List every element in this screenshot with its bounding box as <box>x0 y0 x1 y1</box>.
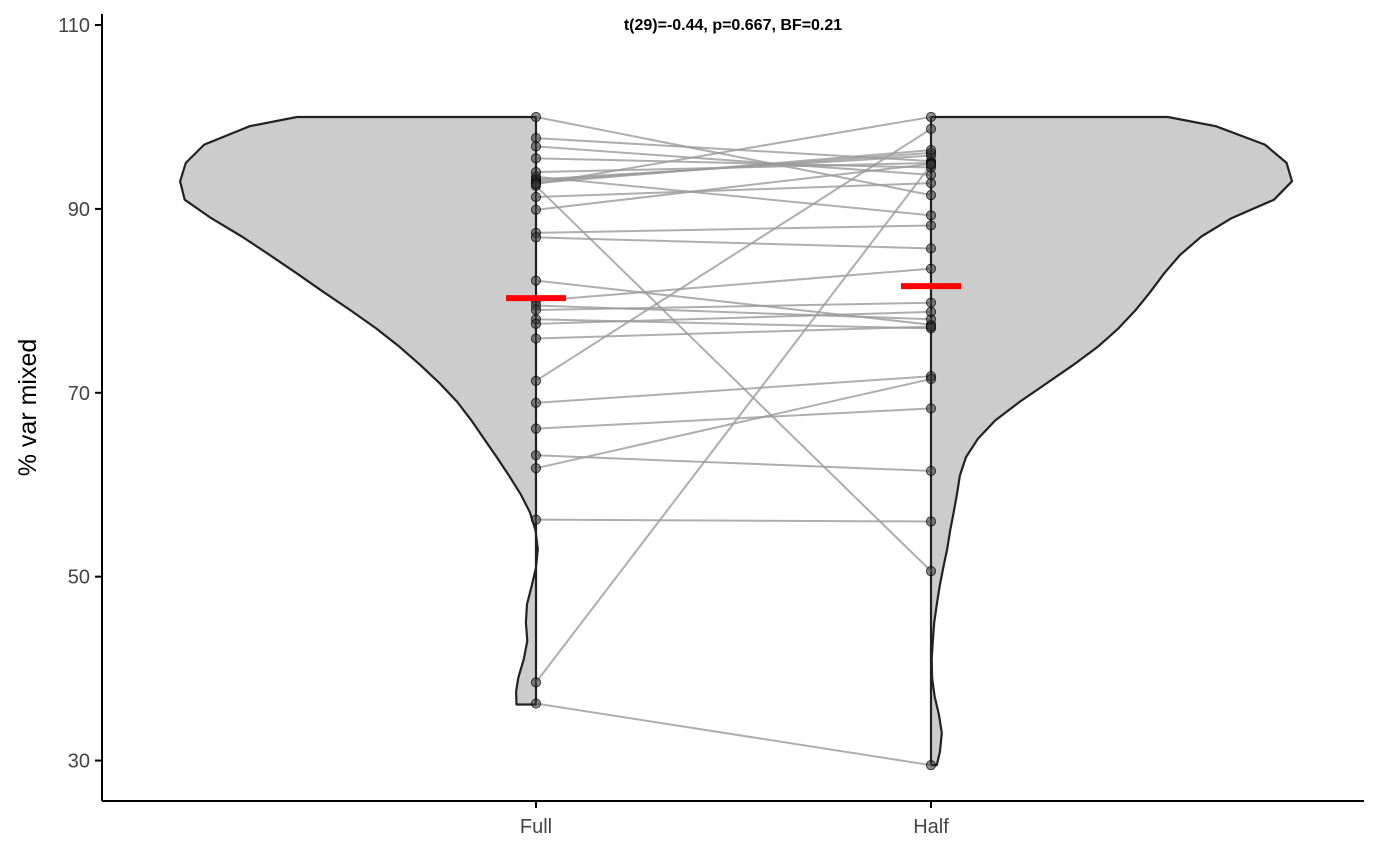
paired-line-11 <box>536 183 931 197</box>
paired-line-29 <box>536 704 931 766</box>
point-full-15 <box>531 276 540 285</box>
point-full-20 <box>531 319 540 328</box>
point-half-6 <box>926 211 935 220</box>
point-half-28 <box>926 160 935 169</box>
means-layer <box>506 286 961 298</box>
point-full-29 <box>531 699 540 708</box>
point-half-24 <box>926 404 935 413</box>
y-axis-title: % var mixed <box>14 339 42 477</box>
y-tick-label-90: 90 <box>68 199 90 221</box>
x-tick-label-full: Full <box>520 816 552 838</box>
y-tick-label-110: 110 <box>58 15 90 37</box>
point-half-18 <box>926 298 935 307</box>
point-full-1 <box>531 112 540 121</box>
point-full-11 <box>531 192 540 201</box>
paired-line-23 <box>536 376 931 403</box>
violin-half <box>931 117 1292 765</box>
point-full-14 <box>531 233 540 242</box>
point-full-25 <box>531 451 540 460</box>
point-half-9 <box>926 145 935 154</box>
point-full-3 <box>531 142 540 151</box>
chart-title: t(29)=-0.44, p=0.667, BF=0.21 <box>624 17 842 34</box>
y-tick-label-30: 30 <box>68 751 90 773</box>
point-half-22 <box>926 124 935 133</box>
paired-lines-layer <box>536 117 931 765</box>
point-full-21 <box>531 334 540 343</box>
point-half-10 <box>926 567 935 576</box>
point-full-24 <box>531 424 540 433</box>
point-half-1 <box>926 191 935 200</box>
point-full-26 <box>531 464 540 473</box>
y-tick-label-70: 70 <box>68 383 90 405</box>
point-full-28 <box>531 678 540 687</box>
point-half-13 <box>926 221 935 230</box>
paired-line-19 <box>536 319 931 328</box>
point-half-25 <box>926 466 935 475</box>
point-half-16 <box>926 264 935 273</box>
violin-layer <box>180 117 1292 765</box>
point-half-29 <box>926 761 935 770</box>
point-full-27 <box>531 515 540 524</box>
point-half-26 <box>926 374 935 383</box>
paired-line-18 <box>536 303 931 310</box>
point-half-20 <box>926 307 935 316</box>
y-tick-label-50: 50 <box>68 567 90 589</box>
y-ticks: 30 50 70 90 110 <box>58 15 102 773</box>
point-full-18 <box>531 305 540 314</box>
x-tick-label-half: Half <box>913 816 949 838</box>
paired-line-21 <box>536 327 931 339</box>
paired-line-13 <box>536 225 931 232</box>
x-ticks: Full Half <box>520 801 949 838</box>
point-half-14 <box>926 244 935 253</box>
point-full-22 <box>531 376 540 385</box>
point-full-4 <box>531 154 540 163</box>
point-half-11 <box>926 179 935 188</box>
points-layer <box>531 112 935 769</box>
point-full-12 <box>531 205 540 214</box>
point-full-23 <box>531 398 540 407</box>
paired-line-25 <box>536 455 931 471</box>
point-full-30 <box>531 179 540 188</box>
paired-line-27 <box>536 520 931 522</box>
paired-line-24 <box>536 408 931 428</box>
violin-full <box>180 117 538 705</box>
point-half-21 <box>926 322 935 331</box>
point-half-27 <box>926 517 935 526</box>
paired-line-16 <box>536 269 931 301</box>
point-half-30 <box>926 112 935 121</box>
